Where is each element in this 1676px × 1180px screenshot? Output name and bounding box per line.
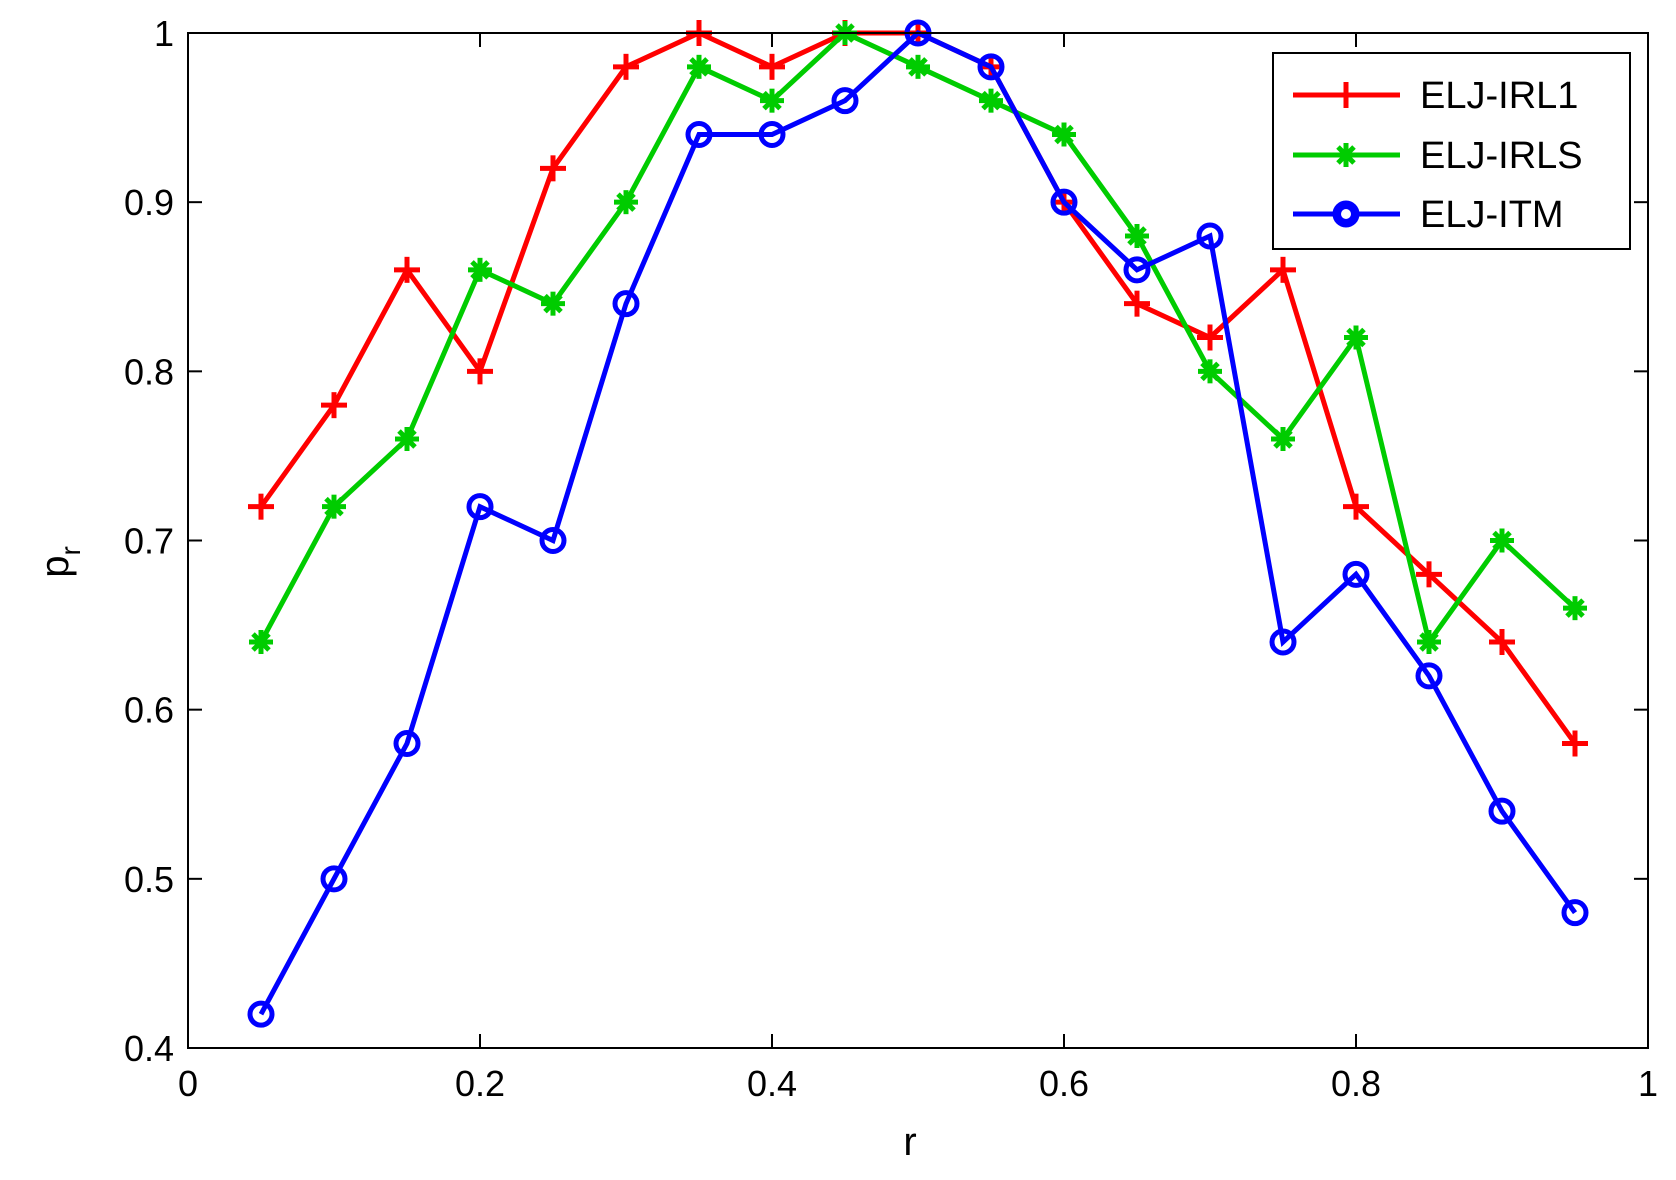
data-point (468, 257, 492, 282)
data-point (759, 53, 785, 80)
data-point (613, 53, 639, 80)
data-point (685, 121, 713, 148)
data-point (394, 256, 420, 283)
legend-marker (1332, 200, 1360, 228)
data-point (1125, 224, 1149, 248)
x-axis-title: r (903, 1120, 916, 1164)
data-point (1562, 730, 1588, 757)
data-point (1196, 222, 1224, 250)
data-point (467, 358, 493, 385)
data-point (1052, 122, 1076, 147)
data-point (1270, 256, 1296, 283)
series-elj-irls (249, 21, 1587, 654)
y-tick-label: 0.4 (124, 1028, 174, 1069)
plot-frame (187, 32, 1649, 1049)
data-point (541, 291, 565, 316)
y-tick-label: 0.5 (124, 859, 174, 900)
data-point (612, 290, 640, 318)
data-point (1490, 528, 1514, 553)
data-point (760, 88, 784, 113)
legend-item: ELJ-ITM (1293, 194, 1564, 236)
data-point (1050, 188, 1078, 216)
data-point (321, 392, 347, 419)
data-point (1342, 560, 1370, 588)
data-point (979, 88, 1003, 113)
legend-item: ELJ-IRLS (1293, 135, 1583, 177)
data-point (1417, 630, 1441, 654)
y-axis-title: pr (33, 546, 86, 578)
data-point (1343, 493, 1369, 520)
data-point (393, 730, 421, 757)
data-point (1124, 290, 1150, 317)
data-point (1489, 629, 1515, 655)
y-tick-label: 0.7 (124, 521, 174, 562)
legend-label: ELJ-ITM (1420, 194, 1564, 236)
data-point (249, 630, 273, 654)
tick-labels: 0 0.2 0.4 0.6 0.8 1 0.4 0.5 0.6 0.7 0.8 0.9 1 (124, 13, 1658, 1104)
legend-item: ELJ-IRL1 (1293, 75, 1578, 117)
data-point (248, 493, 274, 520)
legend-label: ELJ-IRL1 (1420, 75, 1578, 117)
data-point (906, 54, 930, 79)
data-point (1488, 797, 1516, 825)
data-point (1123, 256, 1151, 284)
data-point (320, 865, 348, 893)
data-point (1561, 899, 1589, 927)
data-point (614, 190, 638, 215)
data-point (831, 87, 859, 115)
data-point (687, 54, 711, 79)
data-point (758, 121, 786, 148)
y-tick-label: 0.9 (124, 182, 174, 223)
x-tick-label: 0.8 (1331, 1063, 1381, 1104)
x-tick-label: 0.6 (1039, 1063, 1089, 1104)
y-axis-title-sub: r (55, 546, 86, 555)
data-point (1269, 628, 1297, 656)
legend-marker (1334, 143, 1358, 167)
data-point (977, 53, 1005, 81)
data-point (1271, 427, 1295, 451)
legend-label: ELJ-IRLS (1420, 135, 1583, 177)
data-point (539, 527, 567, 554)
data-point (1415, 662, 1443, 690)
y-axis-title-main: p (33, 556, 77, 578)
data-point (466, 493, 494, 521)
data-point (1198, 359, 1222, 384)
y-tick-label: 0.6 (124, 690, 174, 731)
y-tick-label: 1 (154, 13, 174, 54)
data-point (1197, 324, 1223, 351)
data-point (1416, 561, 1442, 588)
data-point (247, 1000, 275, 1028)
data-point (322, 494, 346, 519)
x-tick-label: 1 (1638, 1063, 1658, 1104)
legend: ELJ-IRL1 ELJ-IRLS ELJ-ITM (1272, 52, 1631, 250)
y-tick-label: 0.8 (124, 351, 174, 392)
x-tick-label: 0.4 (747, 1063, 797, 1104)
legend-marker (1333, 82, 1359, 108)
data-point (395, 427, 419, 451)
data-point (1563, 596, 1587, 621)
data-point (1344, 325, 1368, 350)
x-tick-label: 0 (178, 1063, 198, 1104)
x-tick-label: 0.2 (455, 1063, 505, 1104)
data-point (540, 155, 566, 182)
